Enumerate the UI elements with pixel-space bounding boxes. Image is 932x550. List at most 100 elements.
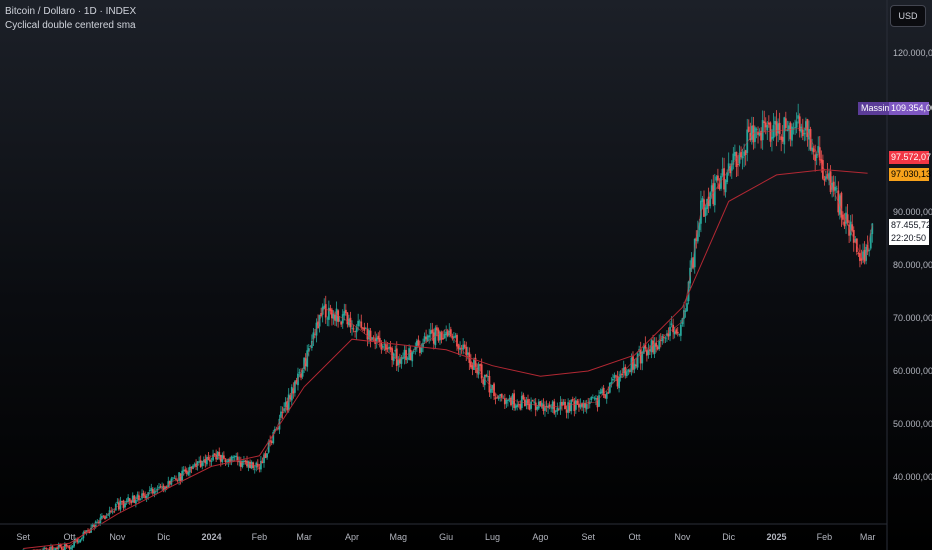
time-scale[interactable]: Set Ott Nov Dic 2024 Feb Mar Apr Mag Giu Lug Ago Set… (16, 532, 875, 542)
candle-body (128, 498, 131, 502)
candle-body (747, 126, 750, 132)
candle-body (624, 366, 627, 376)
candle-body (184, 469, 187, 472)
candle-body (212, 454, 214, 461)
candle-body (485, 374, 488, 377)
candle-body (178, 472, 180, 481)
candle-body (554, 410, 557, 412)
candle-body (198, 461, 201, 463)
candle-body (755, 128, 758, 130)
candle-body (270, 441, 273, 444)
time-tick-label: Ott (63, 532, 76, 542)
candle-body (852, 230, 855, 243)
candle-body (301, 369, 304, 377)
candle-body (630, 357, 633, 372)
candle-body (622, 367, 625, 374)
candle-body (591, 397, 594, 399)
candle-body (562, 401, 565, 405)
candle-body (561, 401, 563, 406)
candle-body (176, 479, 179, 481)
candle-body (142, 493, 145, 496)
price-tick-label: 120.000,00 (893, 48, 932, 58)
candle-body (452, 336, 455, 338)
candle-body (442, 338, 444, 339)
time-tick-label: Apr (345, 532, 359, 542)
candle-body (576, 400, 579, 405)
currency-button[interactable]: USD (890, 5, 926, 27)
candle-body (134, 499, 137, 504)
candle-body (818, 147, 821, 161)
candle-body (723, 168, 725, 190)
candle-body (627, 369, 630, 372)
candle-body (436, 327, 438, 331)
candle-body (73, 540, 76, 547)
candle-body (531, 400, 534, 402)
candle-body (786, 129, 789, 131)
candle-body (378, 337, 381, 343)
candle-body (706, 198, 708, 209)
symbol-title[interactable]: Bitcoin / Dollaro · 1D · INDEX (5, 6, 137, 17)
ma-line (23, 169, 868, 549)
candle-body (607, 392, 610, 394)
candle-body (848, 224, 851, 236)
candle-body (374, 338, 377, 344)
candle-body (226, 461, 228, 463)
candle-body (218, 452, 221, 457)
candle-body (432, 332, 435, 344)
candle-body (851, 224, 854, 231)
candle-body (662, 337, 665, 338)
candle-body (423, 336, 426, 342)
candle-body (280, 411, 282, 418)
candle-body (306, 350, 309, 367)
candle-body (187, 471, 190, 475)
candle-body (814, 154, 817, 161)
candle-body (486, 376, 489, 377)
candle-body (726, 172, 729, 182)
candle-body (849, 221, 852, 236)
candle-body (581, 403, 583, 407)
candle-body (473, 358, 475, 370)
candle-body (639, 348, 642, 364)
candle-body (466, 352, 469, 355)
candle-body (615, 375, 617, 377)
candle-body (236, 456, 239, 462)
candle-body (281, 412, 284, 413)
ma-orange-tag: 97.030,13 (889, 168, 932, 181)
candle-body (332, 314, 335, 319)
price-scale[interactable]: 120.000,00 90.000,00 80.000,00 70.000,00 60.… (893, 48, 932, 482)
candle-body (507, 400, 509, 402)
candle-body (222, 455, 225, 460)
candle-body (720, 175, 722, 189)
candle-body (832, 181, 835, 192)
candle-body (653, 343, 656, 355)
candle-body (536, 406, 539, 410)
candle-body (718, 183, 721, 189)
candle-body (834, 186, 837, 191)
candle-body (459, 347, 461, 350)
candle-body (380, 342, 383, 350)
candle-body (835, 188, 838, 190)
candle-body (84, 531, 86, 533)
candle-body (570, 399, 573, 412)
candle-body (397, 359, 400, 366)
candle-body (196, 461, 199, 466)
candle-body (334, 314, 336, 321)
candle-body (431, 329, 434, 334)
candle-body (553, 401, 556, 414)
candle-body (449, 329, 452, 337)
candle-body (96, 522, 99, 523)
time-tick-label: Lug (485, 532, 500, 542)
candle-body (618, 376, 620, 389)
candle-body (71, 545, 74, 548)
candle-body (667, 333, 670, 337)
candle-body (247, 461, 250, 468)
candle-body (797, 115, 800, 119)
indicator-title[interactable]: Cyclical double centered sma (5, 20, 136, 31)
candle-body (454, 335, 457, 338)
candle-body (610, 382, 613, 384)
candle-body (571, 399, 574, 401)
candle-body (79, 539, 82, 543)
candle-body (781, 136, 784, 142)
